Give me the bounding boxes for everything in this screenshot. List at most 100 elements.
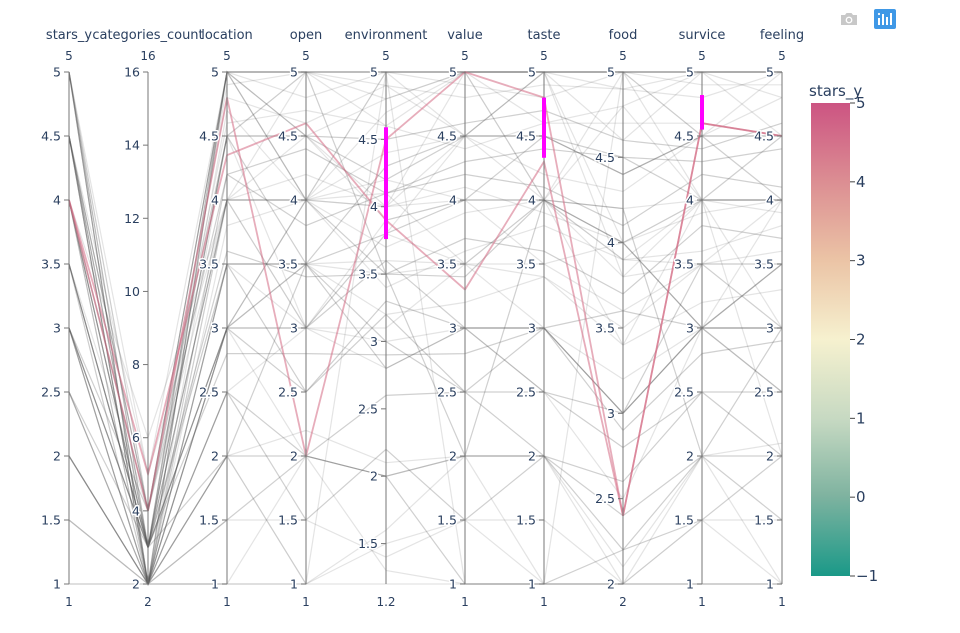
tick-label: 2.5 xyxy=(516,385,536,400)
tick-label: 3 xyxy=(53,321,61,336)
tick-label: 1 xyxy=(211,577,219,592)
constraint-range[interactable] xyxy=(700,95,704,130)
axis-max-label: 5 xyxy=(540,49,548,63)
axis-max-label: 5 xyxy=(461,49,469,63)
axis-min-label: 2 xyxy=(144,595,152,609)
tick-label: 1 xyxy=(686,577,694,592)
tick-label: 5 xyxy=(449,65,457,80)
tick-label: 3.5 xyxy=(278,257,298,272)
tick-label: 1.5 xyxy=(41,513,61,528)
tick-label: 2.5 xyxy=(199,385,219,400)
tick-label: 1 xyxy=(449,577,457,592)
tick-label: 3 xyxy=(449,321,457,336)
tick-label: 4.5 xyxy=(41,129,61,144)
tick-label: 5 xyxy=(53,65,61,80)
tick-label: 2 xyxy=(766,449,774,464)
tick-label: 10 xyxy=(124,284,140,299)
axis-min-label: 1 xyxy=(223,595,231,609)
tick-label: 2 xyxy=(686,449,694,464)
colorbar-tick-label: 3 xyxy=(856,252,866,270)
tick-label: 2 xyxy=(607,577,615,592)
tick-label: 1.5 xyxy=(754,513,774,528)
tick-label: 2 xyxy=(290,449,298,464)
axis-max-label: 5 xyxy=(382,49,390,63)
tick-label: 4.5 xyxy=(358,132,378,147)
tick-label: 1.5 xyxy=(674,513,694,528)
tick-label: 2 xyxy=(132,577,140,592)
tick-label: 3 xyxy=(766,321,774,336)
axis-max-label: 16 xyxy=(140,49,155,63)
tick-label: 4.5 xyxy=(674,129,694,144)
tick-label: 4.5 xyxy=(199,129,219,144)
tick-label: 16 xyxy=(124,65,140,80)
tick-label: 4 xyxy=(686,193,694,208)
colorbar-ticks: 543210−1 xyxy=(850,94,878,585)
tick-label: 4.5 xyxy=(516,129,536,144)
axis-max-label: 5 xyxy=(778,49,786,63)
tick-label: 4.5 xyxy=(278,129,298,144)
axis-max-label: 5 xyxy=(302,49,310,63)
axis-min-label: 1 xyxy=(302,595,310,609)
tick-label: 1 xyxy=(766,577,774,592)
tick-label: 4 xyxy=(132,503,140,518)
tick-label: 3 xyxy=(290,321,298,336)
tick-label: 2.5 xyxy=(358,401,378,416)
tick-label: 5 xyxy=(607,65,615,80)
axis-title: value xyxy=(447,28,483,43)
tick-label: 5 xyxy=(528,65,536,80)
polylines-layer xyxy=(69,72,782,584)
tick-label: 2 xyxy=(449,449,457,464)
constraint-range[interactable] xyxy=(542,98,546,158)
axis-min-label: 1 xyxy=(698,595,706,609)
tick-label: 2.5 xyxy=(595,491,615,506)
colorbar: stars_y 543210−1 xyxy=(809,82,878,585)
tick-label: 3.5 xyxy=(41,257,61,272)
tick-label: 1.5 xyxy=(278,513,298,528)
colorbar-tick-label: 5 xyxy=(856,94,866,112)
tick-label: 1.5 xyxy=(358,536,378,551)
axis-feeling[interactable]: 1 1.5 2 2.5 3 3.5 4 4.5 5 feeling 5 1 xyxy=(754,28,804,609)
axis-title: food xyxy=(609,28,638,43)
tick-label: 4 xyxy=(766,193,774,208)
tick-label: 3.5 xyxy=(437,257,457,272)
tick-label: 3.5 xyxy=(358,267,378,282)
colorbar-tick-label: 4 xyxy=(856,173,866,191)
tick-label: 1 xyxy=(290,577,298,592)
tick-label: 6 xyxy=(132,430,140,445)
tick-label: 3 xyxy=(686,321,694,336)
axis-min-label: 1 xyxy=(65,595,73,609)
tick-label: 2.5 xyxy=(437,385,457,400)
constraint-range[interactable] xyxy=(384,127,388,239)
tick-label: 8 xyxy=(132,357,140,372)
tick-label: 2.5 xyxy=(278,385,298,400)
tick-label: 2.5 xyxy=(754,385,774,400)
tick-label: 4 xyxy=(211,193,219,208)
tick-label: 3.5 xyxy=(516,257,536,272)
tick-label: 3 xyxy=(528,321,536,336)
tick-label: 14 xyxy=(124,138,140,153)
tick-label: 3 xyxy=(211,321,219,336)
axis-min-label: 1 xyxy=(461,595,469,609)
tick-label: 1 xyxy=(53,577,61,592)
axis-title: survice xyxy=(679,28,726,43)
tick-label: 4 xyxy=(449,193,457,208)
tick-label: 1 xyxy=(528,577,536,592)
tick-label: 4.5 xyxy=(595,150,615,165)
tick-label: 2.5 xyxy=(674,385,694,400)
tick-label: 5 xyxy=(766,65,774,80)
tick-label: 4 xyxy=(370,199,378,214)
axis-title: location xyxy=(201,28,253,43)
colorbar-title: stars_y xyxy=(809,82,862,101)
axis-min-label: 1 xyxy=(540,595,548,609)
tick-label: 5 xyxy=(211,65,219,80)
tick-label: 1.5 xyxy=(199,513,219,528)
tick-label: 1.5 xyxy=(437,513,457,528)
axis-max-label: 5 xyxy=(698,49,706,63)
tick-label: 1.5 xyxy=(516,513,536,528)
axis-max-label: 5 xyxy=(223,49,231,63)
axis-title: categories_count xyxy=(92,28,203,43)
colorbar-tick-label: 2 xyxy=(856,331,866,349)
tick-label: 3 xyxy=(370,334,378,349)
tick-label: 2 xyxy=(211,449,219,464)
tick-label: 5 xyxy=(370,65,378,80)
